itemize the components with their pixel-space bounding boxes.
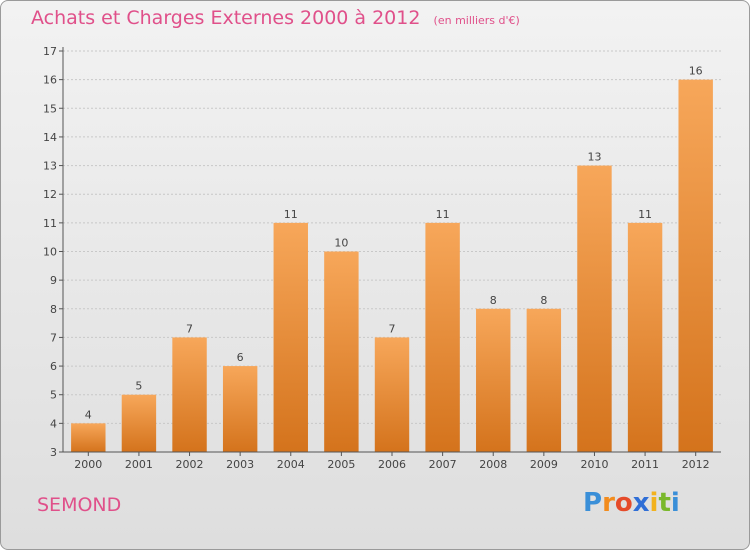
x-tick-label: 2010 — [580, 458, 608, 471]
y-tick-label: 10 — [43, 246, 57, 259]
x-tick-label: 2000 — [74, 458, 102, 471]
logo-letter: x — [632, 488, 650, 518]
commune-name: SEMOND — [37, 494, 122, 516]
proxiti-logo: Proxiti — [583, 488, 680, 518]
x-tick-label: 2011 — [631, 458, 659, 471]
bar-value-label: 8 — [490, 294, 497, 307]
bars: 4 5 7 6 11 10 7 11 8 8 13 11 16 — [71, 65, 713, 453]
bar-value-label: 11 — [284, 208, 298, 221]
logo-letter: i — [649, 488, 659, 518]
x-tick-label: 2008 — [479, 458, 507, 471]
y-tick-label: 7 — [50, 331, 57, 344]
logo-letter: t — [658, 488, 671, 518]
bar-value-label: 4 — [85, 408, 92, 421]
y-tick-label: 14 — [43, 131, 57, 144]
y-tick-label: 8 — [50, 303, 57, 316]
bar-value-label: 6 — [237, 351, 244, 364]
bar-value-label: 11 — [436, 208, 450, 221]
bar — [425, 222, 460, 452]
bar — [324, 251, 359, 452]
y-tick-label: 6 — [50, 360, 57, 373]
bar-value-label: 13 — [587, 151, 601, 164]
y-tick-label: 16 — [43, 74, 57, 87]
logo-letter: P — [583, 488, 603, 518]
y-tick-label: 9 — [50, 274, 57, 287]
bar-value-label: 5 — [135, 380, 142, 393]
y-tick-label: 12 — [43, 188, 57, 201]
bar-value-label: 16 — [689, 65, 703, 78]
bar — [577, 165, 612, 453]
x-tick-label: 2009 — [530, 458, 558, 471]
title-row: Achats et Charges Externes 2000 à 2012 (… — [31, 7, 520, 29]
bar — [678, 79, 713, 453]
y-tick-label: 4 — [50, 417, 57, 430]
y-tick-label: 13 — [43, 160, 57, 173]
chart-title: Achats et Charges Externes 2000 à 2012 — [31, 7, 421, 29]
bar — [374, 337, 410, 452]
bar-value-label: 11 — [638, 208, 652, 221]
bar — [476, 308, 511, 452]
chart-unit: (en milliers d'€) — [433, 14, 520, 27]
x-tick-label: 2012 — [682, 458, 710, 471]
y-tick-label: 5 — [50, 389, 57, 402]
x-tick-label: 2003 — [226, 458, 254, 471]
y-tick-label: 11 — [43, 217, 57, 230]
logo-letter: o — [614, 488, 633, 518]
y-tick-label: 3 — [50, 446, 57, 459]
bar — [222, 366, 258, 452]
x-tick-label: 2004 — [277, 458, 305, 471]
logo-letter: i — [670, 488, 680, 518]
y-tick-label: 15 — [43, 102, 57, 115]
bar-value-label: 7 — [186, 322, 193, 335]
logo-letter: r — [602, 488, 615, 518]
x-tick-label: 2007 — [429, 458, 457, 471]
bar — [121, 394, 157, 452]
bar-value-label: 7 — [389, 322, 396, 335]
bar — [526, 308, 562, 452]
x-tick-label: 2001 — [125, 458, 153, 471]
bar — [273, 222, 308, 452]
bar — [172, 337, 207, 452]
axes: 3 4 5 6 7 8 9 10 11 12 13 14 15 16 17 2000 2001 2002 2003 2… — [43, 45, 721, 471]
bar — [71, 423, 106, 452]
y-tick-label: 17 — [43, 45, 57, 58]
bar — [627, 222, 663, 452]
x-tick-label: 2006 — [378, 458, 406, 471]
bar-value-label: 8 — [540, 294, 547, 307]
bar-value-label: 10 — [334, 237, 348, 250]
x-tick-label: 2005 — [327, 458, 355, 471]
x-tick-label: 2002 — [176, 458, 204, 471]
